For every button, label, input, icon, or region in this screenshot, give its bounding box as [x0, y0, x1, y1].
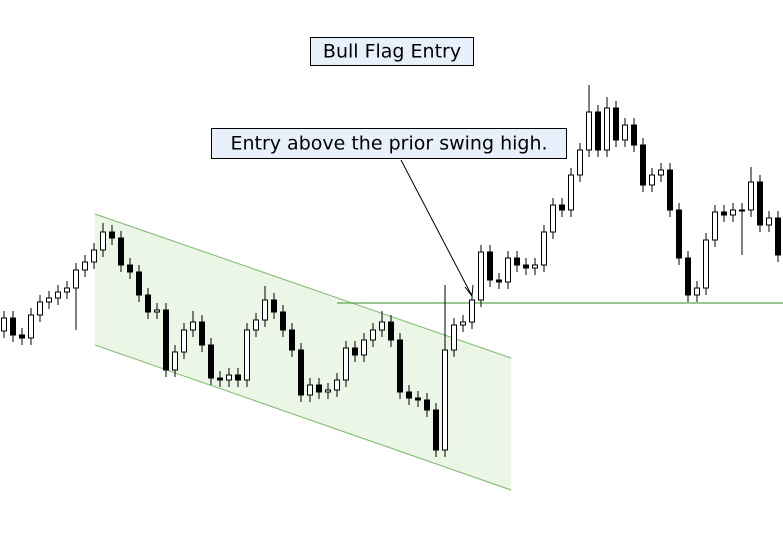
candle-body [622, 124, 628, 141]
candle-body [289, 329, 295, 351]
candle-body [100, 231, 106, 251]
candle-body [739, 209, 745, 212]
candle-body [532, 264, 538, 269]
candle-body [433, 409, 439, 451]
candle-body [370, 329, 376, 341]
candle-body [334, 379, 340, 391]
candle-body [577, 149, 583, 176]
candles [1, 85, 781, 457]
candle-body [181, 329, 187, 353]
candle-body [298, 349, 304, 396]
candle-body [388, 321, 394, 341]
candle-body [505, 257, 511, 283]
candle-body [514, 257, 520, 266]
candle-body [631, 124, 637, 146]
candle-body [613, 107, 619, 141]
candle-body [361, 339, 367, 356]
candle-body [1, 317, 7, 332]
candle-body [586, 111, 592, 151]
candle-body [136, 271, 142, 296]
candle-body [19, 334, 25, 339]
chart-title: Bull Flag Entry [323, 41, 461, 63]
candle-body [82, 261, 88, 271]
candle-body [721, 211, 727, 216]
title-box [310, 37, 474, 66]
candle-body [703, 239, 709, 289]
candle-body [325, 389, 331, 393]
candle-body [262, 299, 268, 321]
candle-body [487, 251, 493, 281]
candle-body [568, 174, 574, 211]
candle-body [46, 297, 52, 303]
candle-body [415, 397, 421, 401]
candle-body [199, 321, 205, 346]
candle-body [712, 211, 718, 241]
candle-body [91, 249, 97, 263]
candle-body [442, 349, 448, 451]
candle-body [145, 294, 151, 313]
candle-body [163, 309, 169, 371]
candle-body [478, 251, 484, 301]
candle-body [604, 107, 610, 151]
annotation-box [211, 128, 567, 159]
candle-body [226, 374, 232, 381]
candle-body [172, 351, 178, 371]
candle-body [64, 287, 70, 293]
channel-top [94, 213, 512, 359]
candle-body [424, 399, 430, 411]
candle-body [685, 257, 691, 296]
candle-body [217, 377, 223, 381]
candle-body [154, 309, 160, 313]
candle-body [496, 279, 502, 283]
candle-body [280, 311, 286, 331]
candle-body [271, 299, 277, 313]
candle-body [235, 374, 241, 381]
candle-body [208, 344, 214, 379]
candle-body [676, 209, 682, 259]
candle-body [37, 301, 43, 316]
candle-body [451, 324, 457, 351]
candle-body [694, 287, 700, 296]
candle-body [379, 321, 385, 331]
candle-body [343, 347, 349, 381]
candle-body [73, 269, 79, 289]
candle-body [28, 314, 34, 339]
candle-body [748, 181, 754, 211]
candle-body [523, 264, 529, 269]
candle-body [595, 111, 601, 151]
candle-body [397, 339, 403, 393]
candle-body [775, 217, 781, 256]
candle-body [10, 317, 16, 336]
candle-body [460, 321, 466, 326]
candle-body [469, 299, 475, 323]
candle-body [559, 204, 565, 211]
candle-body [541, 231, 547, 266]
candle-body [253, 319, 259, 331]
candle-body [127, 264, 133, 273]
candle-body [55, 291, 61, 299]
candle-body [550, 204, 556, 233]
annotation-arrow [400, 159, 473, 297]
candle-body [667, 169, 673, 211]
candle-body [649, 174, 655, 186]
candle-body [244, 329, 250, 381]
candle-body [730, 209, 736, 216]
candle-body [658, 169, 664, 176]
arrow-head [464, 284, 474, 298]
candle-body [118, 237, 124, 266]
annotation: Entry above the prior swing high. [230, 133, 547, 155]
candle-body [109, 231, 115, 239]
candle-body [316, 384, 322, 393]
candle-body [766, 217, 772, 226]
candle-body [190, 321, 196, 331]
candle-body [640, 144, 646, 186]
candle-body [757, 181, 763, 226]
candle-body [352, 347, 358, 356]
candle-body [406, 391, 412, 399]
candle-body [307, 384, 313, 396]
